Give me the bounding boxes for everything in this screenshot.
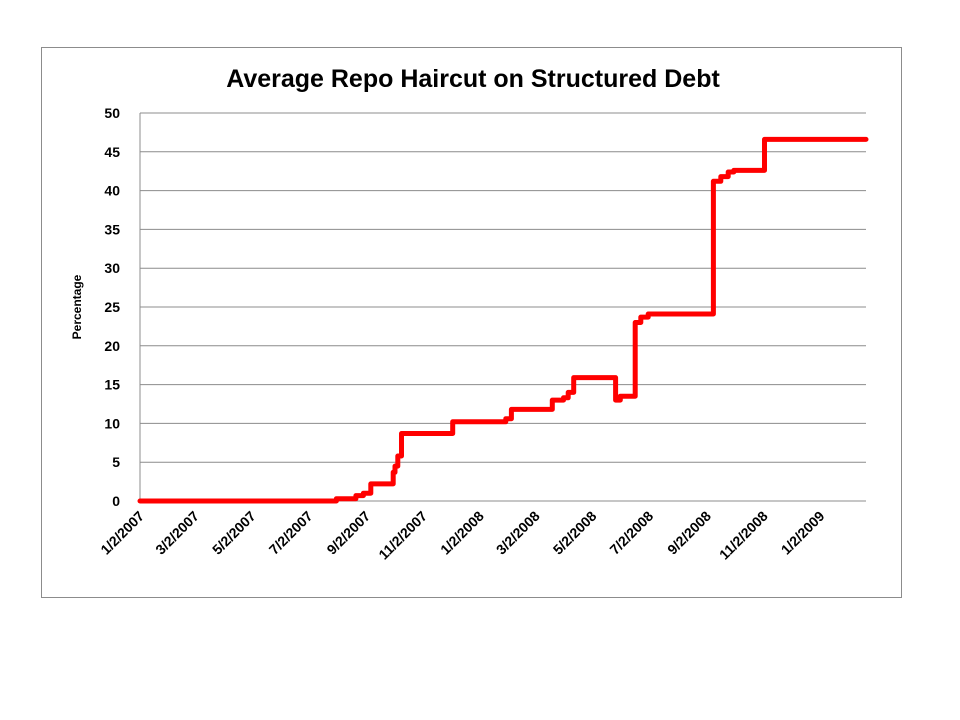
y-tick-label: 35 — [104, 221, 120, 237]
x-tick-label: 9/2/2007 — [323, 508, 373, 558]
y-tick-label: 5 — [112, 454, 120, 470]
x-tick-label: 3/2/2007 — [152, 508, 202, 558]
x-tick-label: 7/2/2008 — [606, 508, 656, 558]
y-tick-label: 20 — [104, 338, 120, 354]
x-tick-label: 7/2/2007 — [266, 508, 316, 558]
chart-frame — [41, 47, 902, 598]
chart-title: Average Repo Haircut on Structured Debt — [226, 65, 720, 93]
x-tick-label: 5/2/2008 — [550, 508, 600, 558]
x-axis-ticks: 1/2/2007 3/2/2007 5/2/2007 7/2/2007 9/2/2007… — [97, 508, 827, 563]
y-tick-label: 40 — [104, 183, 120, 199]
x-tick-label: 5/2/2007 — [209, 508, 259, 558]
x-tick-label: 1/2/2009 — [778, 508, 828, 558]
y-axis-label: Percentage — [70, 274, 84, 339]
x-tick-label: 11/2/2007 — [375, 508, 430, 563]
y-tick-label: 15 — [104, 377, 120, 393]
x-tick-label: 1/2/2008 — [437, 508, 487, 558]
y-tick-label: 50 — [104, 105, 120, 121]
x-tick-label: 11/2/2008 — [716, 508, 771, 563]
x-tick-label: 9/2/2008 — [664, 508, 714, 558]
series-group — [137, 136, 869, 504]
y-tick-label: 30 — [104, 260, 120, 276]
x-tick-label: 3/2/2008 — [493, 508, 543, 558]
y-axis-ticks: 0 5 10 15 20 25 30 35 40 45 50 — [104, 105, 120, 509]
series-line — [137, 136, 869, 504]
y-tick-label: 45 — [104, 144, 120, 160]
y-tick-label: 0 — [112, 493, 120, 509]
x-tick-label: 1/2/2007 — [97, 508, 147, 558]
y-tick-label: 10 — [104, 415, 120, 431]
y-tick-label: 25 — [104, 299, 120, 315]
